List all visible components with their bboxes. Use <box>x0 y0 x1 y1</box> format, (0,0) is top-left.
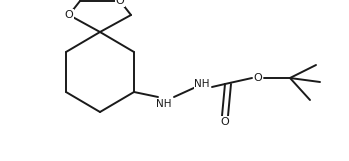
Text: O: O <box>221 117 229 127</box>
Text: NH: NH <box>194 79 210 89</box>
Text: O: O <box>65 10 73 20</box>
Text: NH: NH <box>156 99 172 109</box>
Text: O: O <box>116 0 124 6</box>
Text: O: O <box>254 73 262 83</box>
